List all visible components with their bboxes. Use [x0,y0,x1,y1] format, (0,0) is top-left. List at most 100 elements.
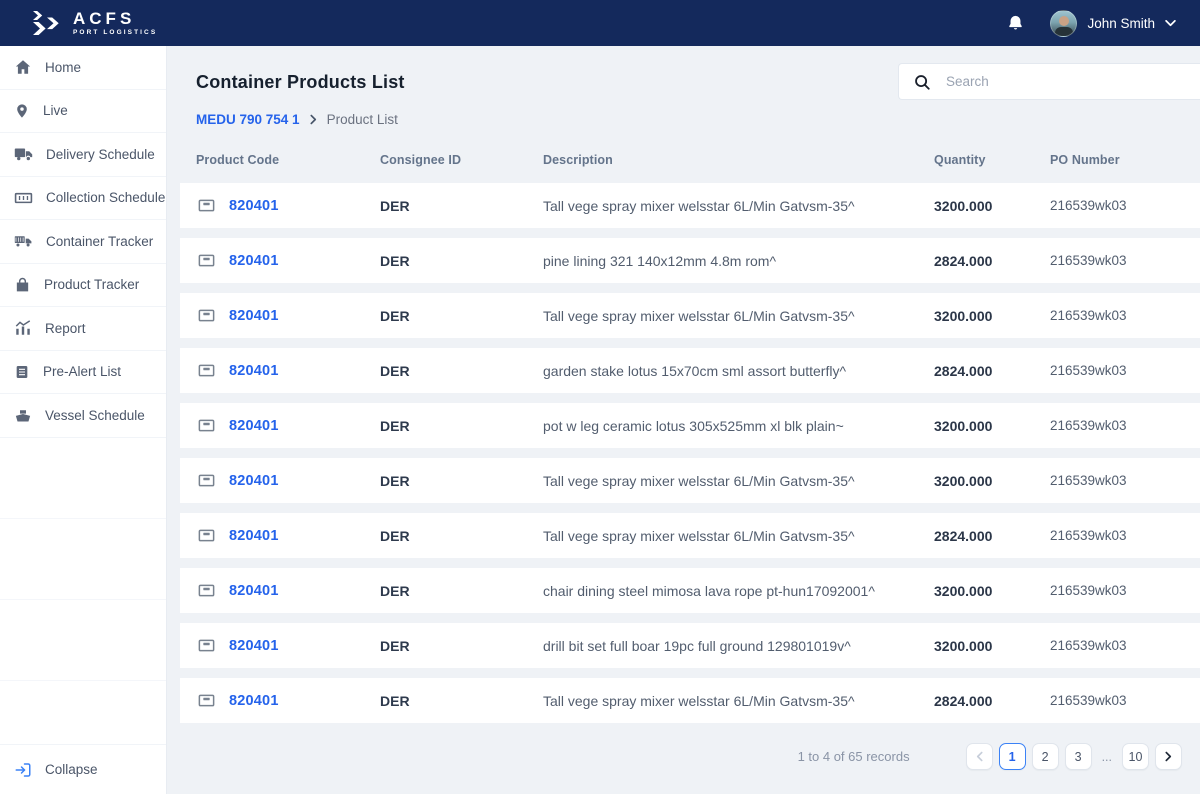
product-code-link[interactable]: 820401 [229,527,279,544]
page-button[interactable]: 2 [1031,743,1059,770]
page-button[interactable]: 10 [1122,743,1149,770]
next-page-button[interactable] [1155,743,1182,770]
breadcrumb-current: Product List [326,112,398,127]
product-code-link[interactable]: 820401 [229,252,279,269]
sidebar-item-pre-alert-list[interactable]: Pre-Alert List [0,351,166,394]
sidebar-item-label: Delivery Schedule [46,146,155,162]
sidebar-item-label: Live [43,103,68,119]
page-button: ... [1098,743,1116,770]
product-code-link[interactable]: 820401 [229,362,279,379]
sidebar-item-product-tracker[interactable]: Product Tracker [0,264,166,307]
archive-box-icon [196,361,217,380]
product-code-link[interactable]: 820401 [229,692,279,709]
column-header-quantity: Quantity [934,153,986,167]
records-summary: 1 to 4 of 65 records [797,749,910,764]
topbar: ACFS PORT LOGISTICS John Smith [0,0,1200,46]
breadcrumb-container-link[interactable]: MEDU 790 754 1 [196,112,300,127]
sidebar-item-delivery-schedule[interactable]: Delivery Schedule [0,133,166,177]
table-row: 820401 DER Tall vege spray mixer welssta… [180,183,1200,228]
page-button[interactable]: 1 [998,743,1026,770]
archive-box-icon [196,416,217,435]
column-header-po-number: PO Number [1050,153,1120,167]
column-header-consignee-id: Consignee ID [380,153,462,167]
map-pin-icon [14,102,30,120]
po-number: 216539wk03 [1050,253,1127,268]
page-title: Container Products List [196,72,405,92]
po-number: 216539wk03 [1050,198,1127,213]
bell-icon[interactable] [1007,13,1024,33]
sidebar-item-live[interactable]: Live [0,90,166,133]
table-row: 820401 DER chair dining steel mimosa lav… [180,568,1200,613]
product-code-link[interactable]: 820401 [229,417,279,434]
product-code-cell: 820401 [196,196,380,215]
prev-page-button[interactable] [965,743,993,770]
sidebar-item-vessel-schedule[interactable]: Vessel Schedule [0,394,166,438]
sidebar-item-label: Pre-Alert List [43,364,122,380]
table-header: Product Code Consignee ID Description Qu… [180,143,1200,177]
quantity-value: 2824.000 [934,527,993,544]
product-code-cell: 820401 [196,361,380,380]
table-row: 820401 DER Tall vege spray mixer welssta… [180,678,1200,723]
brand-logo[interactable]: ACFS PORT LOGISTICS [30,10,157,37]
archive-box-icon [196,526,217,545]
product-code-cell: 820401 [196,636,380,655]
product-rows: 820401 DER Tall vege spray mixer welssta… [167,183,1200,723]
page-button[interactable]: 3 [1064,743,1092,770]
product-code-link[interactable]: 820401 [229,637,279,654]
breadcrumb: MEDU 790 754 1 Product List [196,112,1200,127]
list-icon [14,363,30,381]
brand-name: ACFS [73,8,136,28]
product-code-link[interactable]: 820401 [229,307,279,324]
search-input[interactable] [944,73,1186,90]
consignee-id: DER [380,692,410,709]
consignee-id: DER [380,197,410,214]
quantity-value: 3200.000 [934,582,993,599]
product-description: Tall vege spray mixer welsstar 6L/Min Ga… [543,527,855,544]
po-number: 216539wk03 [1050,693,1127,708]
collapse-label: Collapse [45,762,98,777]
consignee-id: DER [380,527,410,544]
search-box [898,63,1200,100]
consignee-id: DER [380,252,410,269]
po-number: 216539wk03 [1050,363,1127,378]
table-row: 820401 DER Tall vege spray mixer welssta… [180,458,1200,503]
sidebar-item-report[interactable]: Report [0,307,166,351]
sidebar-item-container-tracker[interactable]: Container Tracker [0,220,166,264]
table-row: 820401 DER drill bit set full boar 19pc … [180,623,1200,668]
sidebar-item-label: Container Tracker [46,233,154,249]
quantity-value: 3200.000 [934,307,993,324]
table-row: 820401 DER Tall vege spray mixer welssta… [180,293,1200,338]
table-row: 820401 DER pine lining 321 140x12mm 4.8m… [180,238,1200,283]
chevron-down-icon [1165,19,1176,27]
sidebar-collapse-button[interactable]: Collapse [0,744,166,794]
chart-icon [14,319,32,337]
sidebar-item-collection-schedule[interactable]: Collection Schedule [0,177,166,220]
table-row: 820401 DER garden stake lotus 15x70cm sm… [180,348,1200,393]
consignee-id: DER [380,637,410,654]
product-description: pot w leg ceramic lotus 305x525mm xl blk… [543,417,844,434]
product-code-link[interactable]: 820401 [229,472,279,489]
sidebar-item-home[interactable]: Home [0,46,166,90]
topbar-right: John Smith [1007,9,1176,37]
product-code-cell: 820401 [196,251,380,270]
product-code-link[interactable]: 820401 [229,197,279,214]
quantity-value: 2824.000 [934,362,993,379]
collapse-icon [14,761,32,779]
product-code-cell: 820401 [196,306,380,325]
product-code-cell: 820401 [196,581,380,600]
archive-box-icon [196,636,217,655]
product-code-link[interactable]: 820401 [229,582,279,599]
breadcrumb-chevron-icon [310,114,317,125]
po-number: 216539wk03 [1050,638,1127,653]
quantity-value: 3200.000 [934,472,993,489]
sidebar: Home Live Delivery Schedule Collection S… [0,46,167,794]
po-number: 216539wk03 [1050,308,1127,323]
consignee-id: DER [380,362,410,379]
consignee-id: DER [380,307,410,324]
user-menu[interactable]: John Smith [1050,9,1176,37]
po-number: 216539wk03 [1050,473,1127,488]
page-controls: 1 2 3 ... 10 [965,743,1182,770]
product-description: Tall vege spray mixer welsstar 6L/Min Ga… [543,197,855,214]
consignee-id: DER [380,582,410,599]
po-number: 216539wk03 [1050,528,1127,543]
